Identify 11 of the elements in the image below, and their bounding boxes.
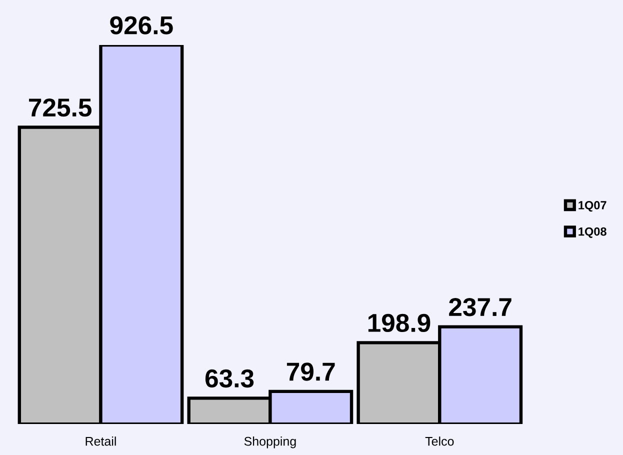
x-tick-label: Shopping (244, 436, 296, 448)
data-label: 725.5 (29, 98, 92, 117)
data-label: 237.7 (449, 298, 512, 316)
x-tick-label: Telco (425, 436, 454, 446)
x-tick-label: Retail (86, 436, 116, 446)
data-label: 79.7 (286, 362, 335, 381)
legend-label: 1Q08 (578, 227, 606, 238)
data-label: 63.3 (205, 369, 254, 388)
legend-label: 1Q07 (578, 201, 606, 212)
data-label: 926.5 (110, 16, 173, 34)
data-label: 198.9 (368, 314, 430, 332)
